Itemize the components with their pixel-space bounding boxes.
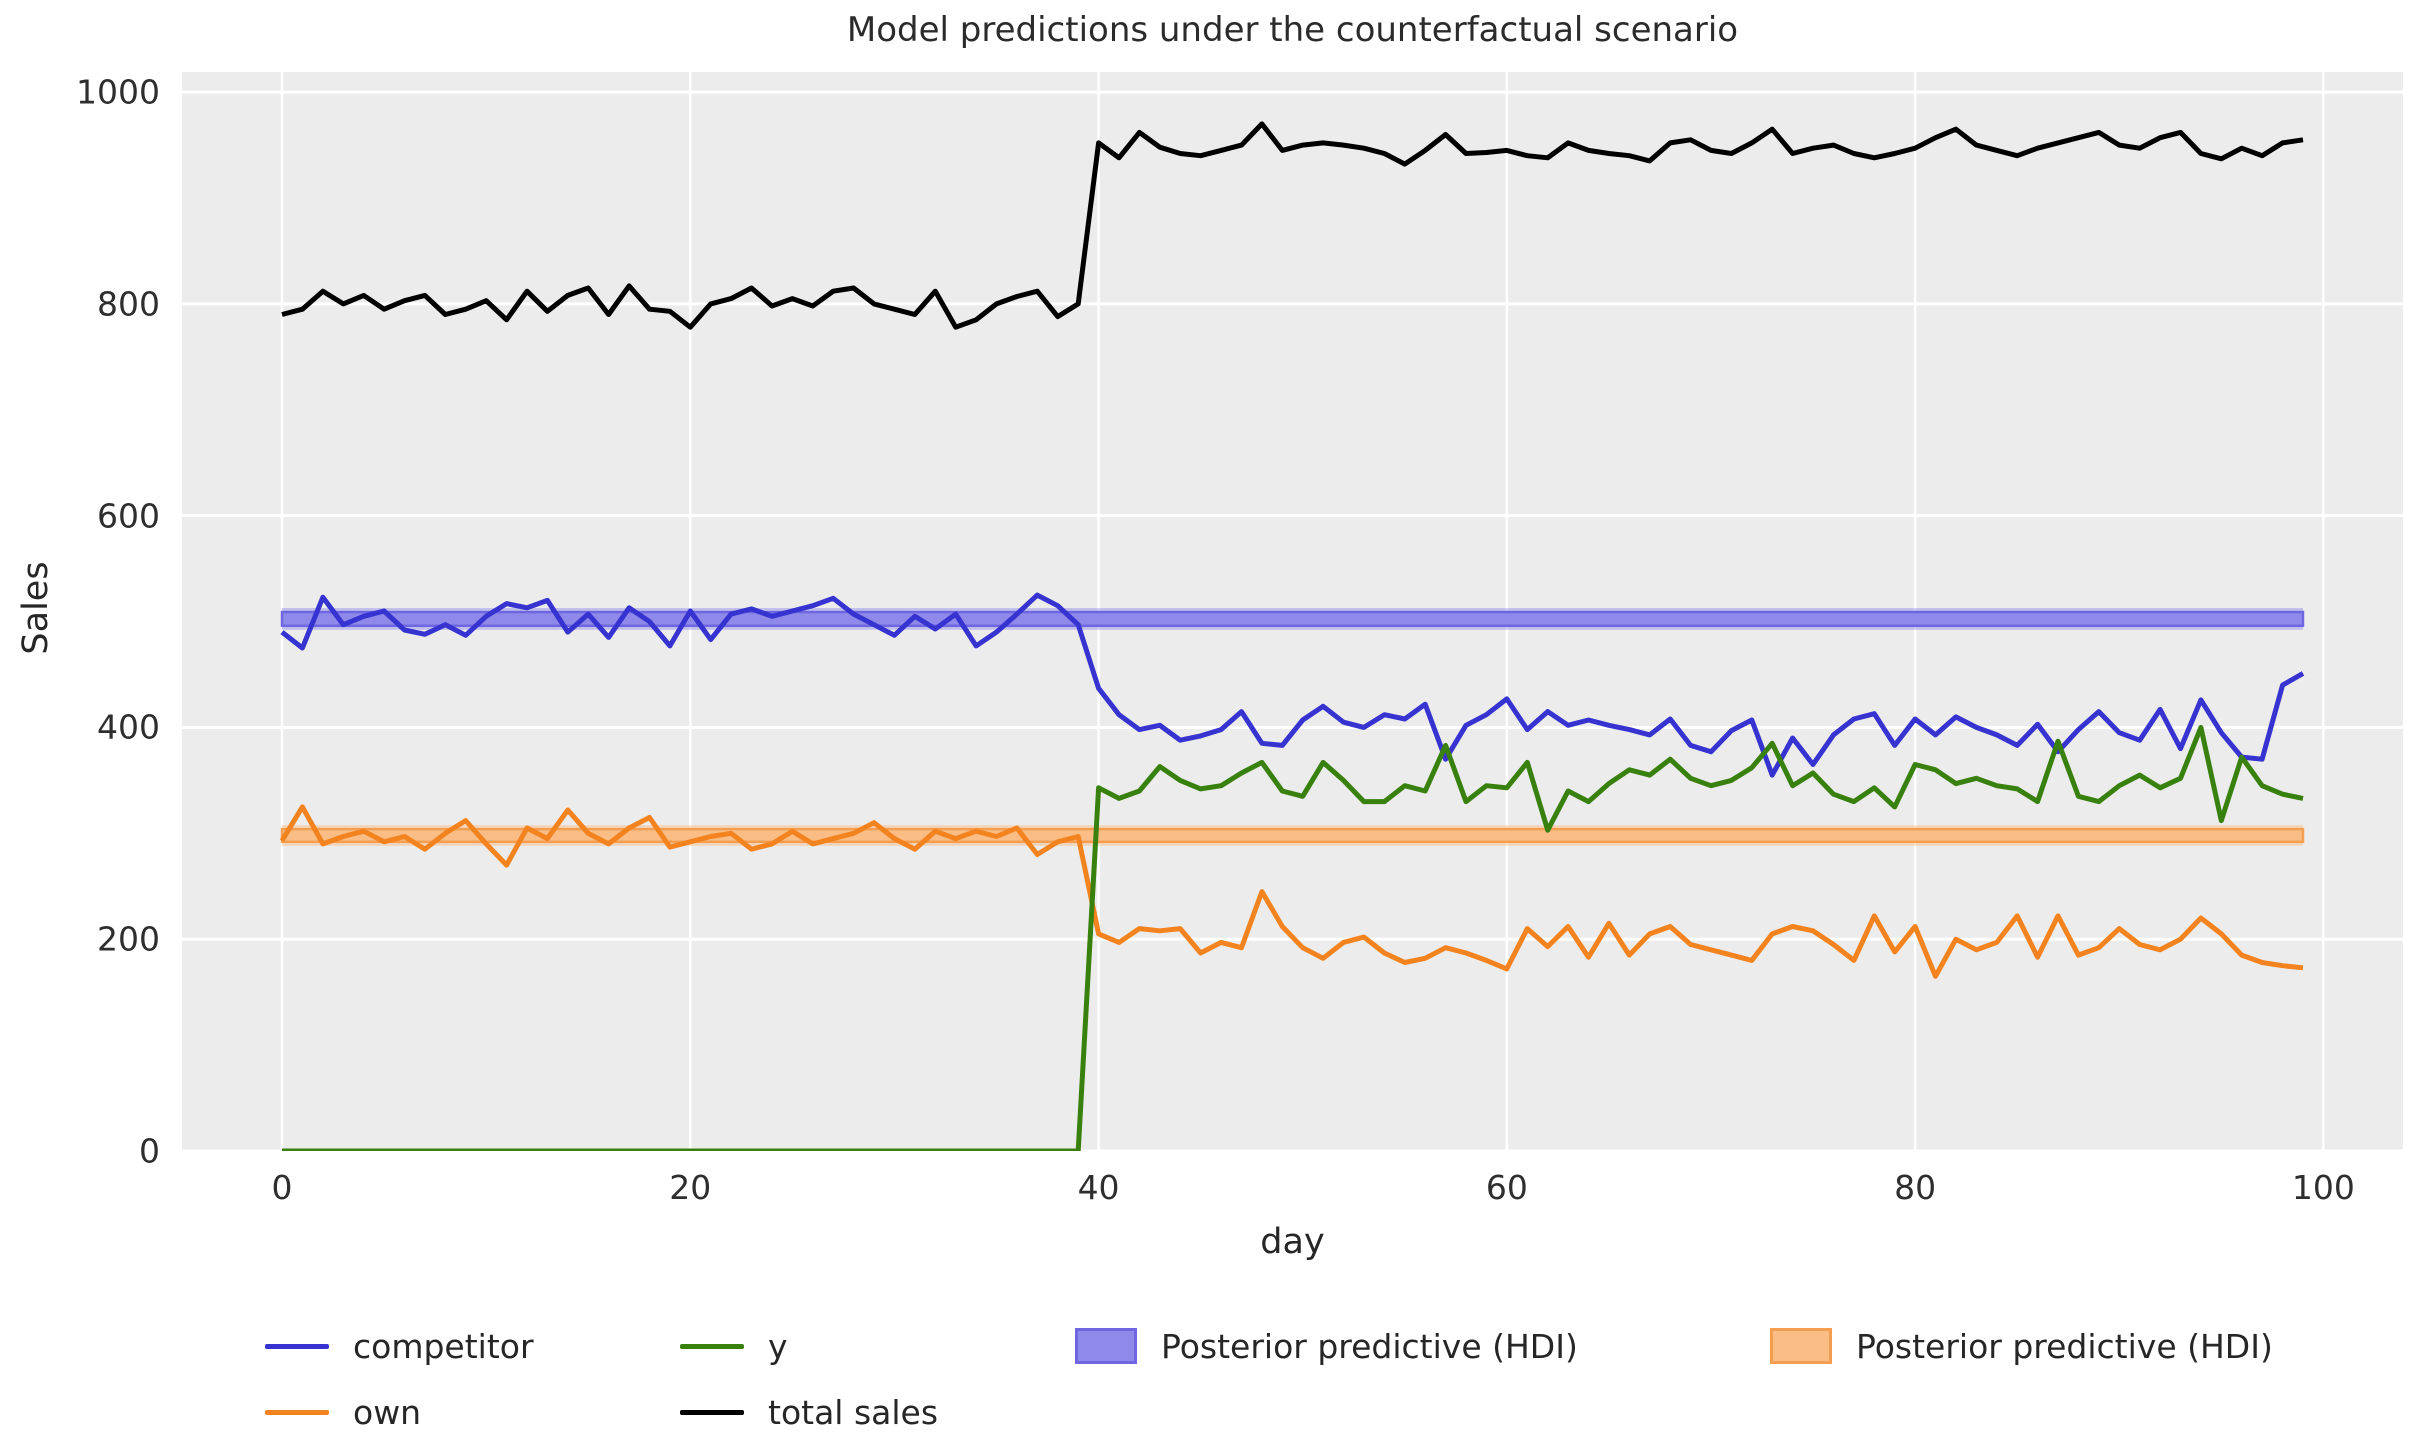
legend-label: Posterior predictive (HDI)	[1856, 1326, 2273, 1366]
legend-item: Posterior predictive (HDI)	[1770, 1326, 2273, 1366]
y-tick-label: 0	[139, 1131, 160, 1171]
y-tick-label: 800	[97, 284, 160, 324]
legend-label: own	[353, 1392, 422, 1432]
x-tick-label: 40	[1077, 1168, 1120, 1207]
legend-column: competitor own	[265, 1326, 534, 1432]
legend-column: Posterior predictive (HDI)	[1770, 1326, 2273, 1366]
x-tick-label: 60	[1485, 1168, 1528, 1207]
chart-title: Model predictions under the counterfactu…	[846, 10, 1739, 50]
legend-line-swatch-icon	[680, 1343, 744, 1349]
y-tick-label: 200	[97, 919, 160, 959]
legend-item: own	[265, 1392, 534, 1432]
y-axis-label: Sales	[16, 561, 56, 655]
series-line-y	[282, 724, 2304, 1151]
x-tick-label: 100	[2291, 1168, 2355, 1207]
legend-line-swatch-icon	[265, 1409, 329, 1415]
x-tick-label: 80	[1894, 1168, 1937, 1207]
series-line-total-sales	[281, 121, 2304, 330]
legend-column: y total sales	[680, 1326, 938, 1432]
series-line-competitor	[280, 592, 2305, 778]
x-axis-label: day	[1260, 1222, 1325, 1262]
legend-column: Posterior predictive (HDI)	[1075, 1326, 1578, 1366]
legend-label: Posterior predictive (HDI)	[1161, 1326, 1578, 1366]
chart-svg	[182, 72, 2403, 1151]
legend-patch-swatch-icon	[1075, 1328, 1137, 1364]
legend-item: total sales	[680, 1392, 938, 1432]
plot-area	[182, 72, 2403, 1151]
x-tick-label: 0	[271, 1168, 293, 1207]
series-line-own	[279, 804, 2304, 979]
x-tick-label: 20	[669, 1168, 712, 1207]
y-tick-label: 1000	[76, 72, 160, 112]
legend-line-swatch-icon	[265, 1343, 329, 1349]
y-tick-label: 600	[97, 496, 160, 536]
hdi-band-0	[280, 610, 2305, 628]
legend-line-swatch-icon	[680, 1409, 744, 1415]
y-tick-label: 400	[97, 707, 160, 747]
legend-item: Posterior predictive (HDI)	[1075, 1326, 1578, 1366]
legend-item: competitor	[265, 1326, 534, 1366]
legend-patch-swatch-icon	[1770, 1328, 1832, 1364]
legend-label: y	[768, 1326, 788, 1366]
legend-label: competitor	[353, 1326, 534, 1366]
legend-item: y	[680, 1326, 938, 1366]
legend-label: total sales	[768, 1392, 939, 1432]
